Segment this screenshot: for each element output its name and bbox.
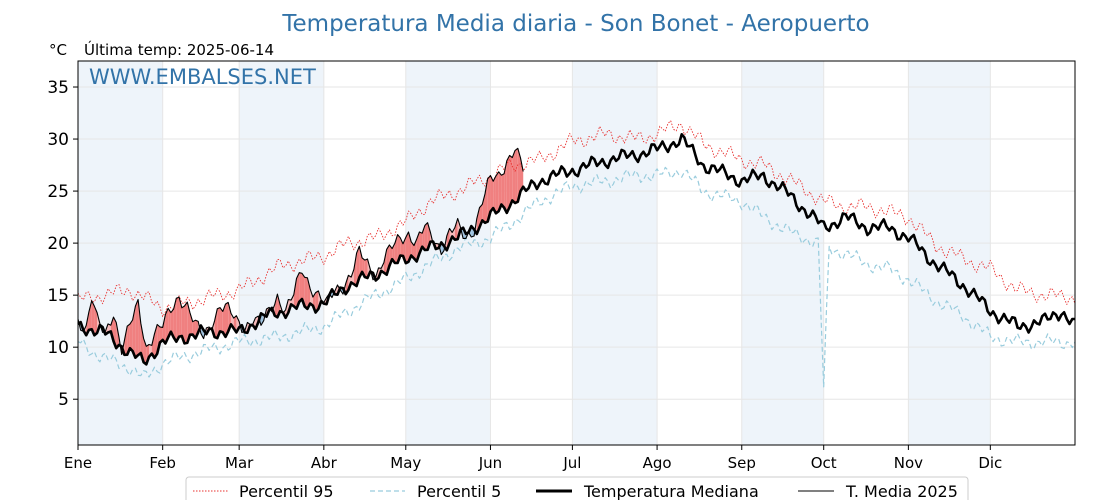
p95-line — [77, 120, 1076, 318]
anomaly-fill-segment — [310, 289, 313, 306]
anomaly-fill-segment — [509, 155, 513, 208]
series-lines — [77, 120, 1076, 388]
y-tick-label-25: 25 — [47, 182, 69, 202]
anomaly-fill-segment — [220, 307, 223, 333]
legend-p95-label: Percentil 95 — [239, 482, 334, 500]
anomaly-fill-segment — [261, 313, 264, 326]
plot-frame — [77, 60, 1076, 446]
anomaly-fill-segment — [506, 155, 510, 213]
legend-median-label: Temperatura Mediana — [583, 482, 759, 500]
x-tick-label-ene: Ene — [64, 454, 92, 472]
watermark: WWW.EMBALSES.NET — [89, 65, 316, 89]
anomaly-fill-segment — [124, 326, 128, 355]
anomaly-fill-segment — [135, 299, 139, 358]
legend-p5-label: Percentil 5 — [417, 482, 501, 500]
y-axis: 5 10 15 20 25 30 35 — [47, 78, 78, 410]
month-band-sep — [741, 61, 824, 445]
y-tick-label-5: 5 — [58, 390, 69, 410]
anomaly-fill-segment — [517, 148, 521, 202]
month-band-mar — [239, 61, 324, 445]
anomaly-fill-segment — [94, 306, 98, 336]
last-temp-label: Última temp: 2025-06-14 — [84, 40, 274, 59]
month-bands — [78, 61, 991, 445]
month-band-jul — [572, 61, 658, 445]
x-axis: Ene Feb Mar Abr May Jun Jul Ago Sep Oct Nov Dic — [64, 445, 1002, 472]
x-tick-label-may: May — [390, 454, 421, 472]
anomaly-fill-segment — [307, 277, 311, 309]
anomaly-fill-segment — [293, 278, 297, 309]
legend-frame — [185, 476, 969, 500]
anomaly-fill-segment — [274, 294, 278, 318]
anomaly-fill-segment — [299, 272, 302, 302]
anomaly-fill-segment — [482, 193, 485, 223]
anomaly-fill-segment — [498, 171, 502, 212]
y-tick-label-15: 15 — [47, 286, 69, 306]
anomaly-fill-segment — [88, 300, 92, 330]
anomaly-fill-segment — [225, 302, 229, 337]
anomaly-fill-segment — [151, 333, 155, 358]
anomaly-fill-segment — [214, 308, 218, 339]
x-tick-label-jun: Jun — [478, 454, 502, 472]
y-tick-label-20: 20 — [47, 234, 69, 254]
anomaly-fill-segment — [515, 148, 518, 204]
legend-current-label: T. Media 2025 — [845, 482, 958, 500]
anomaly-fill-segment — [353, 253, 357, 287]
y-tick-label-10: 10 — [47, 338, 69, 358]
month-band-nov — [908, 61, 991, 445]
anomaly-fill-segment — [170, 309, 174, 338]
anomaly-fill-segment — [424, 222, 428, 251]
month-band-ene — [78, 61, 163, 445]
anomaly-fill-segment — [138, 299, 141, 356]
x-tick-label-sep: Sep — [728, 454, 756, 472]
anomaly-fill-segment — [168, 308, 171, 338]
anomaly-fill-segment — [501, 173, 505, 208]
x-tick-label-ago: Ago — [643, 454, 672, 472]
current-year-line — [77, 147, 524, 356]
anomaly-fill-segment — [165, 308, 169, 344]
anomaly-fill-segment — [176, 297, 180, 342]
plot-area: 5 10 15 20 25 30 35 Ene Feb Mar Abr May Jun Jul Ago Se… — [47, 60, 1076, 472]
anomaly-fill-segment — [129, 319, 133, 351]
y-tick-label-30: 30 — [47, 130, 69, 150]
x-tick-label-nov: Nov — [894, 454, 923, 472]
anomaly-fill-segment — [296, 272, 300, 309]
anomaly-fill-segment — [189, 312, 193, 335]
grid-lines — [77, 61, 1075, 445]
anomaly-fill-segment — [359, 246, 363, 278]
anomaly-fill-segment — [351, 269, 354, 285]
x-tick-label-feb: Feb — [149, 454, 176, 472]
anomaly-fill-segment — [504, 160, 507, 213]
anomaly-fill-segment — [127, 324, 130, 355]
p5-line — [77, 166, 1076, 388]
anomaly-fill-segment — [162, 314, 166, 344]
anomaly-fill-segment — [405, 232, 409, 264]
anomaly-fill-segment — [484, 178, 488, 223]
anomaly-fill-segment — [159, 326, 163, 343]
anomaly-fill-segment — [493, 176, 496, 214]
legend: Percentil 95 Percentil 5 Temperatura Med… — [185, 476, 969, 500]
anomaly-fill-segment — [364, 258, 368, 279]
anomaly-fill-segment — [495, 171, 499, 214]
anomaly-fill-segment — [490, 175, 494, 212]
anomaly-fill-segment — [181, 305, 185, 344]
anomaly-fill-segment — [222, 304, 226, 337]
anomaly-fill-segment — [383, 249, 387, 275]
x-tick-label-dic: Dic — [978, 454, 1002, 472]
anomaly-fill-segment — [184, 302, 188, 344]
anomaly-fill-segment — [91, 300, 95, 336]
chart-title: Temperatura Media diaria - Son Bonet - A… — [281, 11, 869, 37]
anomaly-fill-segment — [411, 241, 414, 259]
anomaly-fill-segment — [173, 298, 177, 342]
x-tick-label-mar: Mar — [225, 454, 254, 472]
x-tick-label-jul: Jul — [562, 454, 581, 472]
anomaly-fill-segment — [487, 175, 491, 222]
anomaly-fill-segment — [454, 218, 458, 240]
x-tick-label-abr: Abr — [311, 454, 338, 472]
x-tick-label-oct: Oct — [811, 454, 837, 472]
anomaly-fill-segment — [512, 150, 516, 204]
y-tick-label-35: 35 — [47, 78, 69, 98]
anomaly-fill-segment — [304, 277, 308, 309]
unit-label: °C — [49, 41, 67, 59]
